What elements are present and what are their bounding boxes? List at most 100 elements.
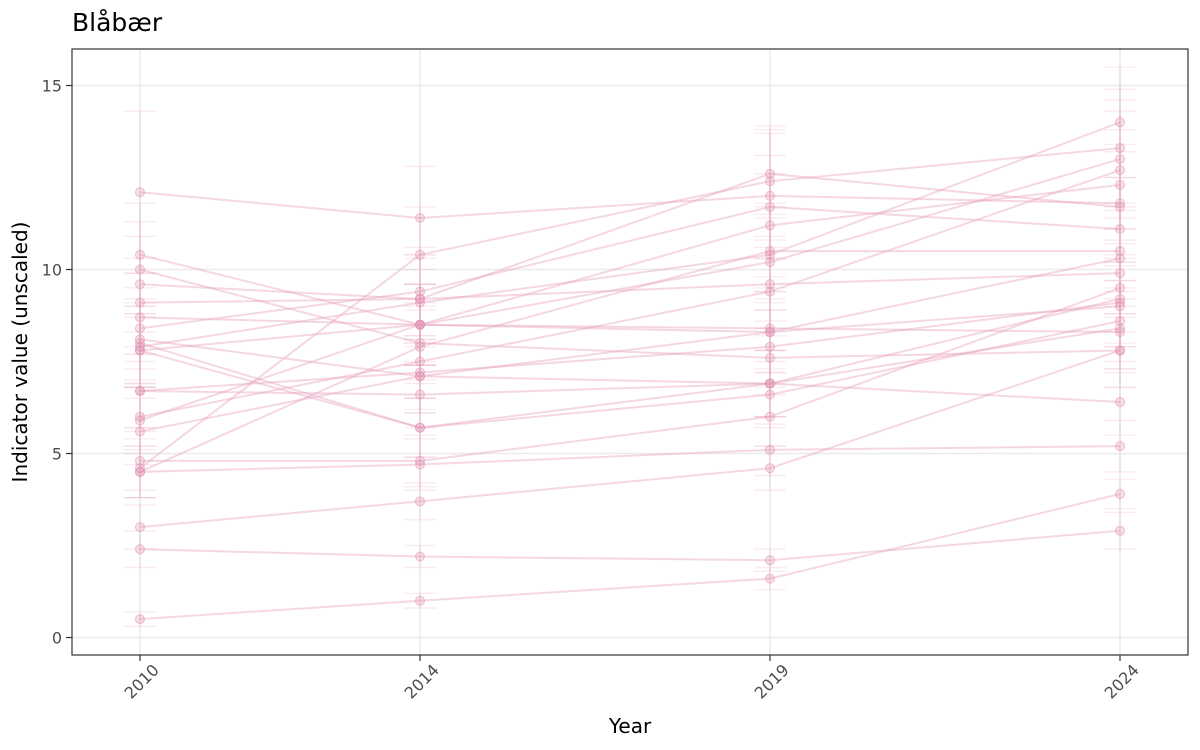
series-line (139, 493, 1121, 621)
y-tick-label-15: 15 (42, 77, 62, 96)
series-14 (124, 110, 1136, 451)
series-line (139, 349, 1121, 529)
series-line (139, 191, 1121, 219)
data-point (765, 220, 775, 231)
series-3 (124, 221, 1136, 396)
series-line (139, 529, 1121, 562)
data-point (135, 249, 145, 260)
data-point (1115, 143, 1125, 154)
series-22 (124, 511, 1136, 572)
data-point (415, 356, 425, 367)
data-point (415, 367, 425, 378)
data-point (1115, 345, 1125, 356)
data-point (1115, 201, 1125, 212)
data-point (135, 264, 145, 275)
x-tick-label-2019: 2019 (751, 660, 793, 702)
data-point (1115, 488, 1125, 499)
grid-layer (72, 49, 1188, 655)
series-line (139, 327, 1121, 396)
data-point (1115, 224, 1125, 235)
series-16 (124, 209, 1136, 466)
data-point (135, 312, 145, 323)
data-point (1115, 282, 1125, 293)
series-line (139, 272, 1121, 300)
series-18 (124, 88, 1136, 499)
data-point (415, 371, 425, 382)
data-point (415, 455, 425, 466)
data-point (135, 345, 145, 356)
data-point (765, 327, 775, 338)
data-point (765, 176, 775, 187)
data-point (415, 341, 425, 352)
data-point (135, 338, 145, 349)
series-line (139, 158, 1121, 352)
series-13 (124, 257, 1136, 429)
data-point (1115, 323, 1125, 334)
series-19 (124, 202, 1136, 499)
data-point (1115, 327, 1125, 338)
x-tick-label-2010: 2010 (121, 660, 163, 702)
x-axis-title: Year (608, 714, 652, 738)
data-point (1115, 253, 1125, 264)
data-point (1115, 293, 1125, 304)
data-point (135, 187, 145, 198)
data-point (415, 319, 425, 330)
data-point (135, 415, 145, 426)
data-point (415, 286, 425, 297)
data-layer (124, 66, 1136, 628)
series-11 (124, 99, 1136, 388)
plot-panel (71, 48, 1189, 656)
series-1 (124, 110, 1136, 274)
data-point (135, 466, 145, 477)
data-point (415, 496, 425, 507)
data-point (765, 389, 775, 400)
data-point (135, 455, 145, 466)
x-tick-label-2024: 2024 (1101, 660, 1143, 702)
data-point (135, 297, 145, 308)
data-point (765, 352, 775, 363)
series-line (139, 257, 1121, 433)
data-point (765, 411, 775, 422)
series-10 (124, 279, 1136, 458)
data-point (1115, 268, 1125, 279)
data-point (1115, 198, 1125, 209)
data-point (765, 201, 775, 212)
series-23 (124, 478, 1136, 628)
data-point (135, 411, 145, 422)
data-point (135, 463, 145, 474)
series-15 (124, 129, 1136, 455)
series-line (139, 297, 1121, 429)
data-point (765, 378, 775, 389)
series-24 (124, 66, 1136, 388)
data-point (765, 257, 775, 268)
data-point (415, 212, 425, 223)
series-line (139, 253, 1121, 334)
data-point (765, 555, 775, 566)
series-line (139, 205, 1121, 330)
data-point (765, 323, 775, 334)
y-tick-label-5: 5 (52, 445, 62, 464)
data-point (415, 595, 425, 606)
series-7 (124, 154, 1136, 370)
series-12 (124, 287, 1136, 429)
series-20 (124, 419, 1136, 499)
data-point (1115, 117, 1125, 128)
series-8 (124, 298, 1136, 436)
data-point (765, 286, 775, 297)
data-point (1115, 165, 1125, 176)
series-line (140, 286, 1121, 462)
data-point (765, 246, 775, 257)
series-line (139, 172, 1121, 304)
data-point (135, 323, 145, 334)
data-point (1115, 154, 1125, 165)
data-point (135, 341, 145, 352)
data-point (135, 334, 145, 345)
data-point (415, 551, 425, 562)
data-point (765, 341, 775, 352)
data-point (135, 426, 145, 437)
data-point (1115, 297, 1125, 308)
data-point (765, 573, 775, 584)
series-2 (124, 202, 1136, 374)
series-line (139, 305, 1121, 334)
data-point (1115, 441, 1125, 452)
